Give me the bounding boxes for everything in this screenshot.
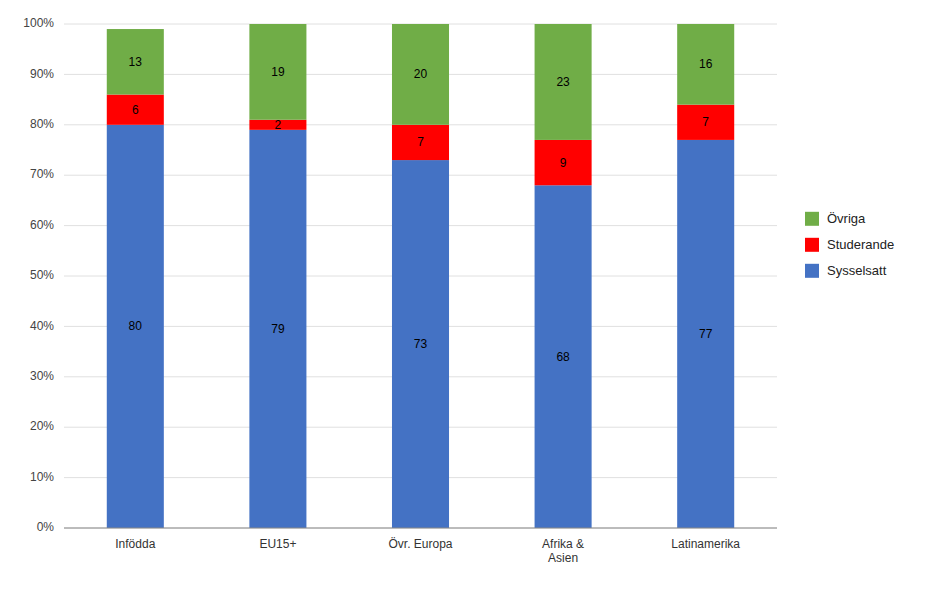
y-tick-label: 10% — [30, 470, 54, 484]
x-tick-label: Övr. Europa — [388, 537, 452, 551]
legend-swatch — [805, 212, 819, 226]
data-label: 23 — [556, 75, 570, 89]
data-label: 9 — [560, 156, 567, 170]
data-label: 80 — [129, 319, 143, 333]
y-tick-label: 40% — [30, 319, 54, 333]
data-label: 19 — [271, 65, 285, 79]
data-label: 79 — [271, 322, 285, 336]
y-tick-label: 0% — [37, 520, 55, 534]
x-tick-label-line: EU15+ — [259, 537, 296, 551]
x-tick-label: EU15+ — [259, 537, 296, 551]
data-label: 77 — [699, 327, 713, 341]
data-label: 13 — [129, 55, 143, 69]
bar-segment — [107, 125, 164, 528]
bar-segment — [107, 29, 164, 95]
y-tick-label: 70% — [30, 167, 54, 181]
x-tick-label: Latinamerika — [671, 537, 740, 551]
x-axis: Infödda EU15+ Övr. Europa Afrika &Asien Lati… — [115, 537, 740, 565]
data-label: 2 — [275, 118, 282, 132]
x-tick-label-line: Infödda — [115, 537, 155, 551]
series — [107, 24, 734, 140]
data-label: 20 — [414, 67, 428, 81]
bar-segment — [392, 24, 449, 125]
legend-label: Studerande — [827, 237, 894, 252]
bar-segment — [535, 185, 592, 528]
legend-label: Övriga — [827, 211, 866, 226]
x-tick-label-line: Afrika & — [542, 537, 584, 551]
x-tick-label-line: Asien — [548, 551, 578, 565]
grid-line — [64, 528, 777, 529]
y-tick-label: 60% — [30, 218, 54, 232]
x-tick-label-line: Latinamerika — [671, 537, 740, 551]
series — [107, 125, 734, 528]
legend: Övriga Studerande Sysselsatt — [805, 211, 894, 278]
legend-swatch — [805, 238, 819, 252]
data-labels: 8079736877627971319202316 — [129, 55, 713, 364]
grid — [64, 24, 777, 528]
y-tick-label: 30% — [30, 369, 54, 383]
chart-svg: 0%10%20%30%40%50%60%70%80%90%100%8079736… — [0, 0, 947, 594]
bars — [107, 24, 734, 528]
x-tick-label: Infödda — [115, 537, 155, 551]
data-label: 73 — [414, 337, 428, 351]
bar-segment — [392, 160, 449, 528]
bar-segment — [249, 130, 306, 528]
y-tick-label: 50% — [30, 268, 54, 282]
data-label: 68 — [556, 350, 570, 364]
bar-segment — [392, 125, 449, 160]
y-tick-label: 90% — [30, 67, 54, 81]
data-label: 16 — [699, 57, 713, 71]
x-axis-line — [64, 528, 777, 529]
legend-swatch — [805, 264, 819, 278]
bar-segment — [249, 24, 306, 120]
bar-segment — [677, 140, 734, 528]
data-label: 6 — [132, 103, 139, 117]
y-axis: 0% 10% 20% 30% 40% 50% 60% 70% 80% 90% 100% — [23, 16, 54, 534]
y-tick-label: 20% — [30, 419, 54, 433]
data-label: 7 — [702, 115, 709, 129]
x-tick-label-line: Övr. Europa — [388, 537, 452, 551]
legend-label: Sysselsatt — [827, 263, 887, 278]
bar-segment — [677, 105, 734, 140]
x-tick-label: Afrika &Asien — [542, 537, 584, 565]
y-tick-label: 80% — [30, 117, 54, 131]
bar-segment — [107, 95, 164, 125]
y-tick-label: 100% — [23, 16, 54, 30]
bar-segment — [535, 24, 592, 140]
bar-segment — [677, 24, 734, 105]
bar-segment — [535, 140, 592, 185]
data-label: 7 — [417, 135, 424, 149]
chart-container: 0%10%20%30%40%50%60%70%80%90%100%8079736… — [0, 0, 947, 594]
